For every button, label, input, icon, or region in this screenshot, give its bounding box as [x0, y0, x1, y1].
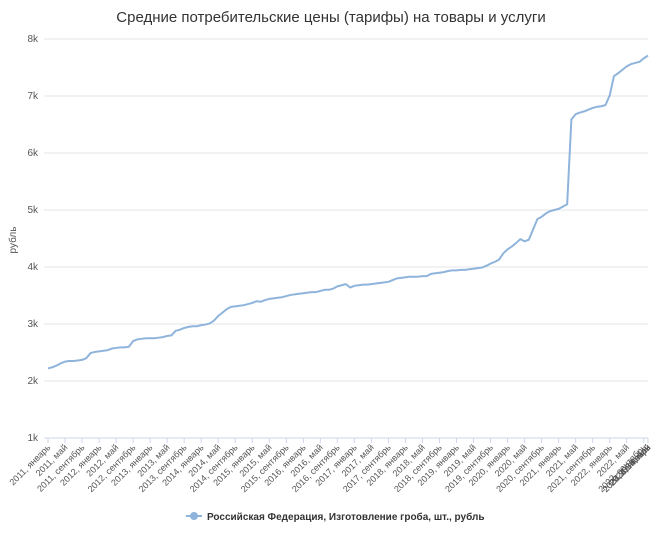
data-point[interactable]	[526, 237, 532, 243]
data-point[interactable]	[564, 201, 570, 207]
y-tick-label: 5k	[27, 205, 39, 216]
y-tick-label: 3k	[27, 319, 39, 330]
y-tick-label: 4k	[27, 262, 39, 273]
data-point[interactable]	[645, 53, 651, 59]
data-point[interactable]	[83, 355, 89, 361]
data-point[interactable]	[530, 226, 536, 232]
y-tick-label: 1k	[27, 433, 39, 444]
chart-title: Средние потребительские цены (тарифы) на…	[116, 9, 545, 26]
y-tick-label: 8k	[27, 34, 39, 45]
data-point[interactable]	[602, 102, 608, 108]
data-point[interactable]	[168, 332, 174, 338]
series-layer	[47, 53, 651, 370]
data-point[interactable]	[568, 116, 574, 122]
data-point[interactable]	[496, 257, 502, 263]
y-tick-label: 2k	[27, 376, 39, 387]
y-tick-label: 6k	[27, 148, 39, 159]
y-tick-label: 7k	[27, 91, 39, 102]
data-point[interactable]	[607, 92, 613, 98]
data-point[interactable]	[211, 318, 217, 324]
data-point[interactable]	[126, 344, 132, 350]
y-axis-ticks: 1k 2k 3k 4k 5k 6k 7k 8k	[27, 34, 39, 444]
series-line[interactable]	[47, 54, 649, 370]
grid-lines	[44, 38, 648, 439]
y-axis-label: рубль	[7, 227, 19, 254]
legend[interactable]: Российская Федерация, Изготовление гроба…	[186, 511, 485, 523]
legend-series-name: Российская Федерация, Изготовление гроба…	[207, 511, 485, 523]
legend-dot-marker	[190, 512, 198, 520]
